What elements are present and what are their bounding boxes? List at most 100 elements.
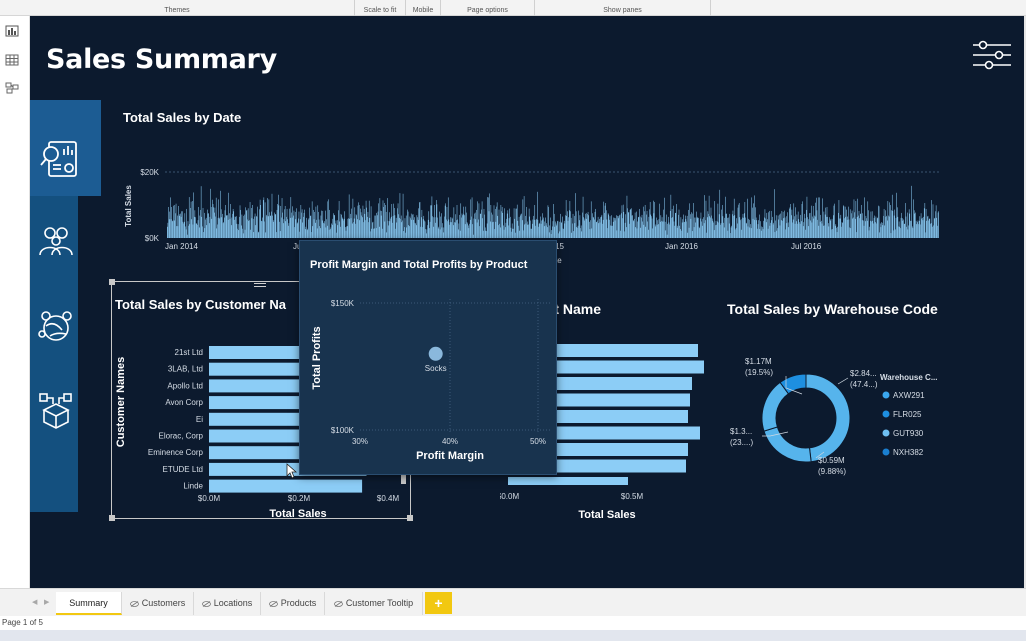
date-bar [701, 225, 703, 238]
date-bar [461, 213, 463, 238]
date-bar [849, 209, 851, 238]
date-bar [200, 186, 202, 238]
date-bar [751, 197, 753, 238]
date-bar [561, 222, 562, 238]
date-bar [592, 213, 593, 238]
date-bar [528, 224, 529, 238]
date-bar [634, 212, 636, 238]
tab-scroll-right-icon[interactable]: ▶ [44, 599, 50, 606]
date-bar [652, 228, 653, 238]
date-bar [881, 222, 883, 238]
add-page-button[interactable]: + [425, 592, 452, 614]
customer-bar[interactable] [209, 479, 363, 493]
tab-summary[interactable]: Summary [56, 592, 122, 615]
date-bar [719, 189, 721, 238]
date-bar [354, 207, 356, 238]
product-bar[interactable] [508, 477, 628, 485]
resize-handle[interactable] [407, 515, 413, 521]
cursor-icon [286, 463, 298, 479]
date-bar [703, 217, 704, 238]
date-bar [539, 222, 541, 238]
tab-scroll-left-icon[interactable]: ◀ [32, 599, 38, 606]
date-bar [399, 217, 400, 238]
date-bar [730, 233, 731, 238]
date-bar [525, 223, 527, 238]
date-bar [756, 220, 758, 238]
legend-label: FLR025 [893, 410, 922, 419]
donut-slice[interactable] [805, 373, 851, 463]
canvas-gutter [1024, 16, 1026, 588]
page-tab-bar: ◀ ▶ Summary Customers Locations Products… [0, 588, 1026, 616]
model-view-icon[interactable] [5, 82, 19, 94]
date-bar [241, 225, 242, 238]
tab-locations[interactable]: Locations [194, 592, 261, 615]
product-bar[interactable] [508, 360, 704, 374]
date-bar [605, 210, 607, 238]
warehouse-donut-chart[interactable]: $1.17M (19.5%) $2.84... (47.4...) $1.3..… [730, 346, 1024, 506]
date-bar [543, 217, 544, 238]
filter-sliders-icon[interactable] [971, 40, 1013, 70]
report-view-icon[interactable] [5, 25, 19, 37]
locations-nav-icon[interactable] [36, 306, 76, 346]
date-bar [729, 213, 731, 238]
product-chart-x-label: Total Sales [578, 509, 635, 521]
date-bar [469, 223, 470, 238]
date-bar [927, 215, 929, 238]
resize-handle[interactable] [109, 279, 115, 285]
tooltip-page: Profit Margin and Total Profits by Produ… [299, 240, 557, 475]
date-bar [552, 226, 553, 238]
date-bar [692, 213, 694, 238]
date-bar [859, 213, 861, 238]
date-bar [215, 197, 217, 238]
date-bar [381, 210, 383, 238]
date-bar [376, 212, 377, 238]
date-bar [177, 215, 178, 238]
date-bar [627, 212, 629, 238]
date-bar [885, 210, 886, 238]
date-bar [528, 208, 530, 238]
resize-handle[interactable] [109, 515, 115, 521]
date-bar [799, 223, 801, 238]
date-bar [170, 219, 172, 238]
summary-nav-icon[interactable] [39, 139, 79, 179]
date-bar [912, 226, 913, 238]
date-bar [321, 210, 322, 238]
date-bar [763, 220, 764, 238]
date-bar [758, 220, 759, 238]
date-bar [249, 220, 250, 238]
date-bar [304, 209, 305, 238]
products-nav-icon[interactable] [36, 390, 76, 430]
scrollbar-thumb[interactable] [401, 474, 406, 484]
date-bar [624, 222, 626, 238]
date-bar [506, 213, 508, 238]
date-bar [486, 223, 488, 238]
tab-customer-tooltip[interactable]: Customer Tooltip [325, 592, 423, 615]
tooltip-y-label: Total Profits [311, 326, 323, 389]
sales-by-date-chart[interactable]: Total Sales $20K $0K Jan 2014 Jul 2 15 J… [115, 156, 945, 268]
date-bar [670, 194, 672, 238]
date-bar [391, 204, 393, 238]
date-bar [335, 223, 336, 238]
date-bar [385, 205, 386, 238]
date-bar [552, 221, 554, 238]
drag-grip-icon[interactable] [254, 283, 266, 287]
date-bar [651, 216, 652, 238]
data-view-icon[interactable] [5, 54, 19, 66]
date-bar [927, 216, 928, 238]
date-bar [838, 200, 840, 238]
date-bar [685, 215, 686, 238]
customers-nav-icon[interactable] [36, 221, 76, 261]
tab-customers[interactable]: Customers [122, 592, 194, 615]
donut-slice[interactable] [779, 373, 807, 395]
donut-slice[interactable] [761, 381, 790, 432]
date-bar [639, 216, 641, 238]
date-bar [190, 207, 191, 238]
date-bar [890, 205, 891, 238]
date-bar [568, 210, 570, 238]
date-bar [829, 219, 831, 238]
scatter-point[interactable] [428, 346, 443, 361]
tab-products[interactable]: Products [261, 592, 325, 615]
date-bar [760, 230, 762, 238]
date-bar [900, 228, 901, 238]
date-bar [826, 206, 828, 238]
